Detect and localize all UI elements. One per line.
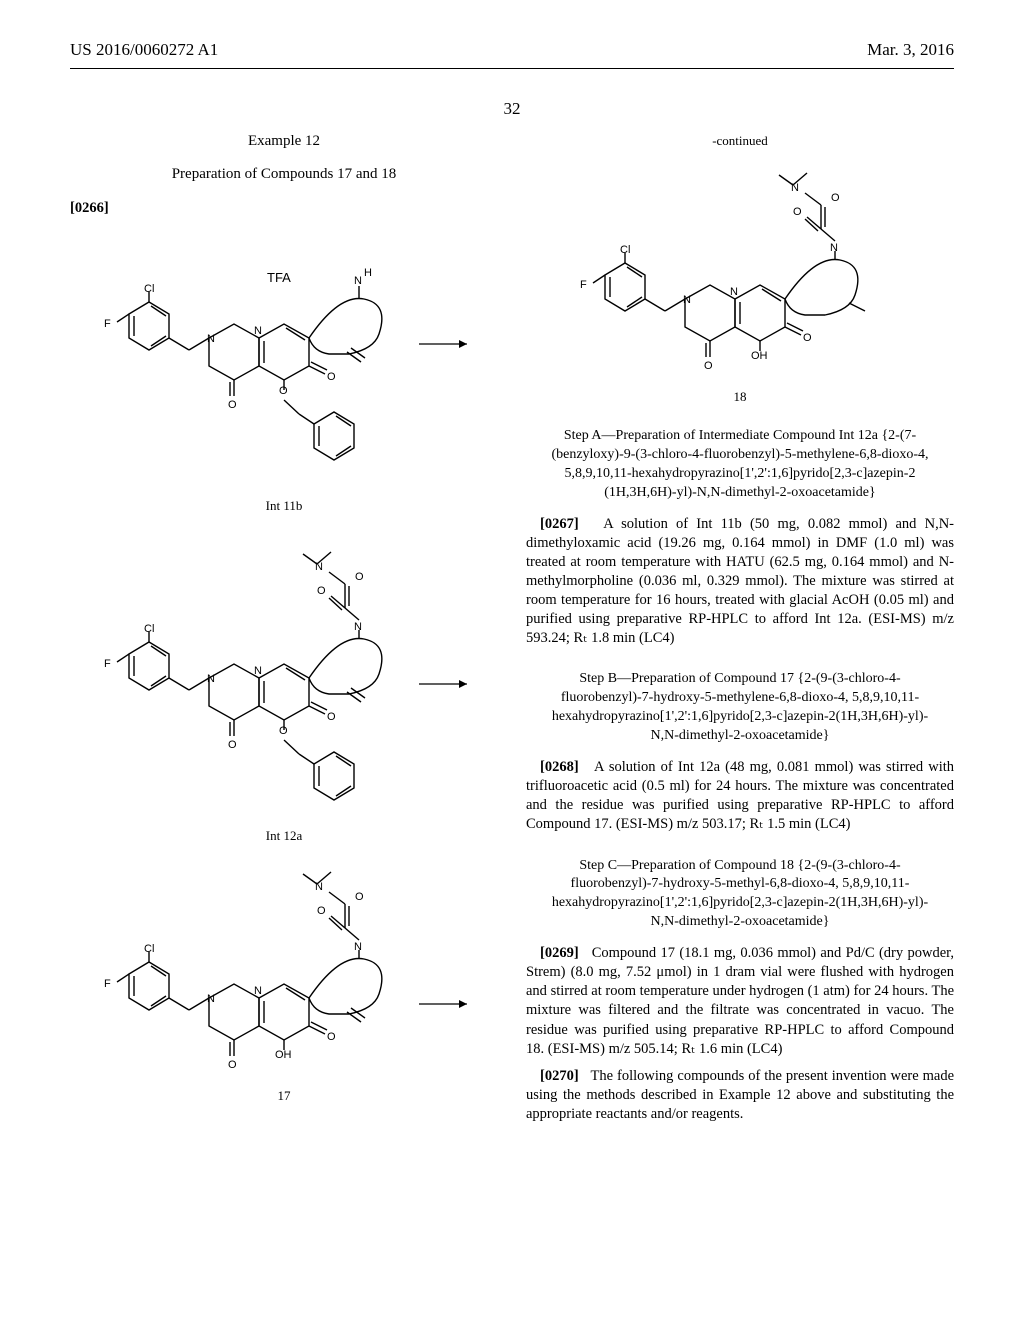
continued-label: -continued xyxy=(526,133,954,149)
page-number: 32 xyxy=(70,99,954,119)
atom-o2: O xyxy=(803,332,812,344)
atom-o5: O xyxy=(831,192,840,204)
example-number: Example 12 xyxy=(70,133,498,150)
structure-17: F Cl N N O O OH xyxy=(70,854,498,1104)
atom-n2: N xyxy=(254,325,262,337)
step-a-title: Step A—Preparation of Intermediate Compo… xyxy=(544,427,936,503)
paragraph-number-269: [0269] xyxy=(540,945,579,961)
atom-o: O xyxy=(228,739,237,751)
atom-oh: OH xyxy=(751,350,768,362)
atom-n: N xyxy=(207,673,215,685)
atom-n3: N xyxy=(354,621,362,633)
atom-oh: OH xyxy=(275,1049,292,1061)
structure-int12a: F Cl N N O O O xyxy=(70,524,498,844)
atom-o4: O xyxy=(317,585,326,597)
atom-n: N xyxy=(207,333,215,345)
atom-o4: O xyxy=(317,905,326,917)
paragraph-270-text: The following compounds of the present i… xyxy=(526,1068,954,1122)
structure-int11b: F Cl N N O xyxy=(70,224,498,514)
step-c-title: Step C—Preparation of Compound 18 {2-(9-… xyxy=(544,857,936,933)
structure-label-int11b: Int 11b xyxy=(266,498,303,514)
atom-n: N xyxy=(207,993,215,1005)
atom-n2: N xyxy=(730,286,738,298)
atom-o2: O xyxy=(327,711,336,723)
atom-n2: N xyxy=(254,985,262,997)
atom-f: F xyxy=(580,279,587,291)
atom-o: O xyxy=(704,360,713,372)
label-tfa: TFA xyxy=(267,270,291,285)
atom-nh: N xyxy=(354,275,362,287)
atom-f: F xyxy=(104,318,111,330)
structure-18: F Cl N N O O OH xyxy=(526,155,954,405)
atom-n3: N xyxy=(830,242,838,254)
paragraph-268-text: A solution of Int 12a (48 mg, 0.081 mmol… xyxy=(526,759,954,832)
publication-number: US 2016/0060272 A1 xyxy=(70,40,218,60)
paragraph-269-text: Compound 17 (18.1 mg, 0.036 mmol) and Pd… xyxy=(526,945,954,1057)
atom-o5: O xyxy=(355,891,364,903)
atom-n: N xyxy=(683,294,691,306)
paragraph-number-270: [0270] xyxy=(540,1068,579,1084)
atom-f: F xyxy=(104,658,111,670)
example-title: Preparation of Compounds 17 and 18 xyxy=(70,166,498,183)
publication-date: Mar. 3, 2016 xyxy=(867,40,954,60)
structure-label-17: 17 xyxy=(278,1088,291,1104)
step-b-title: Step B—Preparation of Compound 17 {2-(9-… xyxy=(544,670,936,746)
paragraph-267-text: A solution of Int 11b (50 mg, 0.082 mmol… xyxy=(526,516,954,647)
paragraph-number-267: [0267] xyxy=(540,516,579,532)
atom-o2: O xyxy=(327,371,336,383)
atom-o5: O xyxy=(355,571,364,583)
header-rule xyxy=(70,68,954,69)
paragraph-number-268: [0268] xyxy=(540,759,579,775)
atom-o4: O xyxy=(793,206,802,218)
structure-label-int12a: Int 12a xyxy=(266,828,302,844)
atom-f: F xyxy=(104,978,111,990)
atom-o1: O xyxy=(228,399,237,411)
atom-n3: N xyxy=(354,941,362,953)
structure-label-18: 18 xyxy=(734,389,747,405)
left-column: Example 12 Preparation of Compounds 17 a… xyxy=(70,133,498,1128)
atom-o2: O xyxy=(327,1031,336,1043)
atom-o: O xyxy=(228,1059,237,1071)
right-column: -continued F Cl xyxy=(526,133,954,1128)
paragraph-number: [0266] xyxy=(70,200,109,216)
atom-h: H xyxy=(364,267,372,279)
atom-n2: N xyxy=(254,665,262,677)
